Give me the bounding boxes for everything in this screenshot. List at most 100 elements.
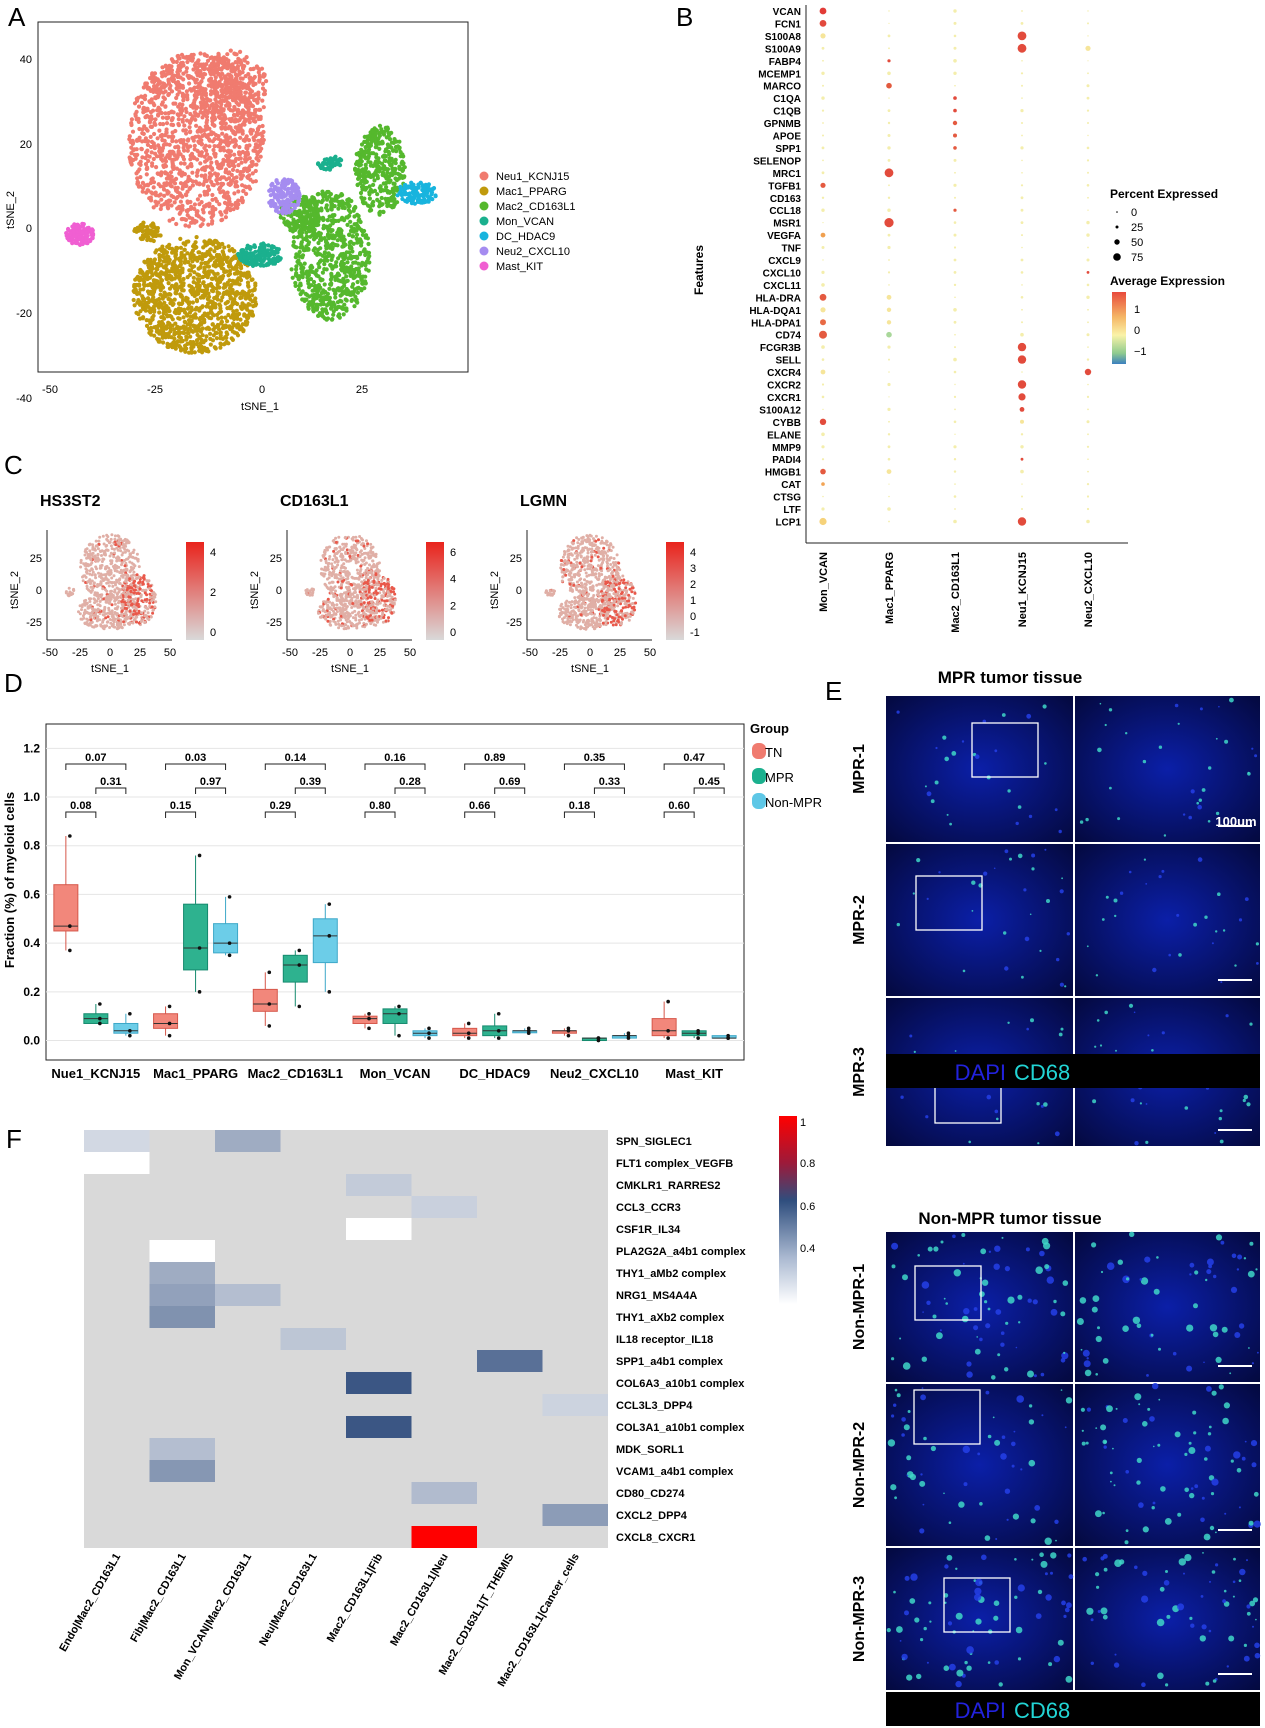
legend-swatch bbox=[479, 171, 489, 181]
cell-point bbox=[299, 234, 304, 239]
cell-point bbox=[229, 65, 234, 71]
cell-point bbox=[335, 243, 340, 248]
cell-point bbox=[184, 312, 189, 317]
cell-point bbox=[185, 148, 190, 153]
cell-point bbox=[324, 205, 329, 210]
cell-point bbox=[205, 118, 210, 123]
cell-point bbox=[197, 140, 202, 145]
cell-point bbox=[193, 117, 198, 122]
cell-point bbox=[158, 206, 163, 212]
expression-dot bbox=[1017, 517, 1027, 526]
cell-point bbox=[172, 181, 178, 186]
y-axis-label: tSNE_2 bbox=[5, 191, 17, 229]
expression-dot bbox=[821, 96, 825, 100]
cell-point bbox=[359, 159, 364, 164]
expression-dot bbox=[953, 271, 957, 274]
cell-point bbox=[153, 117, 158, 122]
cell-point bbox=[209, 160, 214, 165]
cell-point bbox=[257, 124, 262, 129]
cell-point bbox=[215, 61, 220, 66]
cell-point bbox=[205, 301, 211, 306]
cell-point bbox=[281, 184, 286, 189]
cell-point bbox=[306, 242, 311, 247]
expression-dot bbox=[821, 345, 825, 349]
expression-dot bbox=[953, 221, 957, 224]
cell-point bbox=[137, 126, 142, 132]
cell-point bbox=[357, 163, 362, 168]
cell-point bbox=[358, 190, 364, 196]
cell-point bbox=[210, 139, 215, 144]
cell-point bbox=[222, 113, 227, 118]
cell-point bbox=[218, 345, 223, 350]
cell-point bbox=[226, 171, 231, 176]
cell-point bbox=[304, 219, 309, 224]
cell-point bbox=[340, 199, 345, 204]
cell-point bbox=[229, 315, 234, 320]
cell-point bbox=[341, 251, 346, 257]
expression-dot bbox=[1086, 146, 1090, 150]
cell-point bbox=[149, 139, 155, 144]
cell-point bbox=[161, 164, 166, 169]
cell-point bbox=[383, 166, 389, 171]
cell-point bbox=[253, 107, 259, 113]
cell-point bbox=[143, 260, 148, 265]
panel-a-legend: Neu1_KCNJ15Mac1_PPARGMac2_CD163L1Mon_VCA… bbox=[479, 171, 576, 273]
cell-point bbox=[264, 79, 269, 84]
cell-point bbox=[194, 299, 200, 304]
cell-point bbox=[204, 53, 209, 59]
expression-dot bbox=[1020, 146, 1024, 150]
cell-point bbox=[315, 161, 321, 167]
cell-point bbox=[326, 228, 331, 233]
expression-dot bbox=[887, 245, 891, 250]
cell-point bbox=[233, 159, 238, 164]
cell-point bbox=[288, 203, 293, 208]
feature-label: S100A8 bbox=[765, 32, 802, 43]
cell-point bbox=[246, 270, 251, 275]
cell-point bbox=[148, 281, 153, 287]
cell-point bbox=[176, 275, 181, 280]
cell-point bbox=[347, 232, 352, 237]
cell-point bbox=[175, 112, 180, 117]
cell-point bbox=[159, 132, 165, 138]
cell-point bbox=[156, 113, 161, 118]
expression-dot bbox=[1086, 258, 1090, 262]
expression-dot bbox=[1021, 284, 1023, 286]
cell-point bbox=[377, 212, 382, 217]
cell-point bbox=[229, 75, 234, 80]
cell-point bbox=[215, 104, 220, 109]
cell-point bbox=[196, 83, 201, 89]
cell-point bbox=[243, 296, 248, 301]
cell-point bbox=[384, 176, 389, 181]
cell-point bbox=[151, 101, 156, 106]
cell-point bbox=[202, 174, 207, 179]
cell-point bbox=[152, 309, 157, 314]
expression-dot bbox=[1019, 407, 1025, 412]
cell-point bbox=[348, 210, 353, 215]
cell-point bbox=[296, 191, 301, 196]
expression-dot bbox=[821, 283, 825, 287]
expression-dot bbox=[821, 270, 825, 274]
cell-point bbox=[80, 230, 85, 235]
cell-point bbox=[397, 176, 402, 181]
cell-point bbox=[331, 287, 336, 292]
expression-dot bbox=[1086, 184, 1090, 187]
cell-point bbox=[138, 309, 143, 314]
expression-dot bbox=[1087, 209, 1089, 211]
cell-point bbox=[234, 82, 239, 87]
y-tick: -40 bbox=[16, 393, 32, 405]
cell-point bbox=[221, 273, 226, 279]
cell-point bbox=[356, 152, 361, 157]
cell-point bbox=[147, 196, 152, 201]
cell-point bbox=[204, 289, 209, 295]
cell-point bbox=[395, 193, 400, 198]
cell-point bbox=[200, 304, 205, 309]
cell-point bbox=[237, 123, 242, 128]
expression-dot bbox=[1086, 483, 1090, 486]
cell-point bbox=[213, 66, 218, 71]
cell-point bbox=[181, 145, 186, 150]
cell-point bbox=[189, 284, 194, 289]
expression-dot bbox=[1020, 184, 1024, 187]
expression-dot bbox=[1086, 333, 1090, 337]
cell-point bbox=[333, 291, 338, 296]
cell-point bbox=[253, 133, 258, 139]
